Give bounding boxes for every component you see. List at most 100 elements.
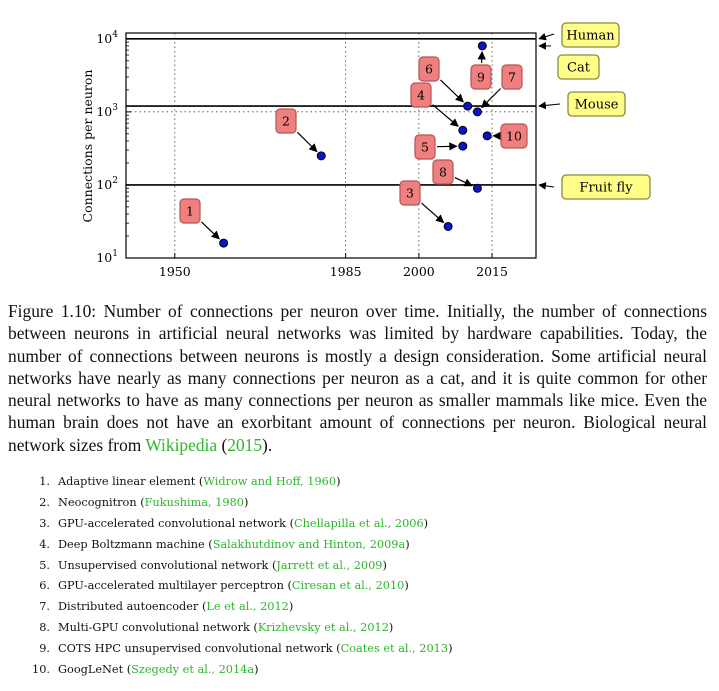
reference-citation[interactable]: Szegedy et al., 2014a	[131, 663, 255, 677]
annotation-label: Fruit fly	[579, 181, 633, 196]
annotation-arrow	[538, 182, 555, 190]
data-point-3	[443, 221, 453, 231]
reference-text: GoogLeNet	[58, 663, 124, 677]
reference-citation[interactable]: Salakhutdinov and Hinton, 2009a	[212, 537, 406, 551]
reference-cite-open: (	[271, 558, 277, 572]
reference-cite-close: )	[288, 600, 294, 614]
point-label-box-1	[179, 198, 201, 224]
data-point-10	[482, 131, 492, 141]
plot-frame	[125, 32, 537, 259]
reference-text: Distributed autoencoder	[58, 600, 199, 614]
annotation-label: Human	[566, 29, 615, 44]
reference-citation[interactable]: Widrow and Hoff, 1960	[203, 475, 337, 488]
point-arrows	[201, 51, 502, 240]
reference-text: Adaptive linear element	[58, 475, 196, 488]
figure-caption: Figure 1.10: Number of connections per n…	[8, 300, 707, 456]
point-arrow-1	[201, 221, 220, 240]
reference-cite-open: (	[336, 642, 341, 656]
reference-cite-open: (	[287, 579, 292, 593]
reference-cite-close: )	[336, 475, 341, 488]
caption-cite-open: (	[221, 434, 228, 455]
point-arrow-7	[481, 88, 502, 109]
y-tick-label: 102	[96, 176, 118, 192]
y-tick-label: 103	[96, 103, 118, 119]
reference-text: Multi-GPU convolutional network	[58, 621, 250, 635]
x-tick-label: 2000	[403, 264, 435, 279]
reference-number: 3.	[39, 516, 50, 530]
point-label-10: 10	[506, 129, 522, 144]
reference-citation[interactable]: Krizhevsky et al., 2012	[257, 621, 389, 635]
reference-cite-close: )	[405, 537, 410, 551]
reference-text: Unsupervised convolutional network	[58, 558, 269, 572]
reference-item: 2. Neocognitron (Fukushima, 1980)	[30, 493, 452, 514]
reference-citation[interactable]: Chellapilla et al., 2006	[294, 516, 424, 530]
reference-item: 10. GoogLeNet (Szegedy et al., 2014a)	[30, 660, 452, 681]
reference-item: 1. Adaptive linear element (Widrow and Ho…	[30, 472, 452, 493]
reference-item: 7. Distributed autoencoder (Le et al., 20…	[30, 597, 452, 618]
point-label-box-2	[275, 108, 297, 134]
reference-cite-open: (	[198, 475, 204, 488]
caption-cite-year[interactable]: 2015	[227, 434, 263, 455]
reference-number: 8.	[39, 621, 50, 635]
reference-number: 7.	[39, 600, 50, 614]
reference-citation[interactable]: Jarrett et al., 2009	[276, 558, 383, 572]
point-arrow-3	[421, 202, 445, 224]
y-axis-label: Connections per neuron	[80, 70, 95, 223]
reference-number: 5.	[39, 558, 50, 572]
data-point-5	[458, 141, 468, 151]
point-label-4: 4	[417, 88, 425, 103]
reference-text: GPU-accelerated multilayer perceptron	[58, 579, 284, 593]
reference-number: 10.	[32, 663, 50, 677]
point-label-5: 5	[421, 140, 429, 155]
reference-cite-close: )	[243, 495, 249, 509]
y-tick-label: 101	[96, 249, 118, 265]
point-label-3: 3	[406, 186, 414, 201]
annotation-label: Cat	[567, 61, 591, 76]
point-label-box-3	[399, 180, 421, 206]
reference-cite-close: )	[404, 579, 409, 593]
reference-number: 1.	[39, 475, 50, 488]
reference-number: 2.	[39, 495, 50, 509]
annotation-label: Mouse	[575, 98, 619, 113]
caption-text: Figure 1.10: Number of connections per n…	[8, 301, 707, 455]
point-labels: 1 2 3 4 5 6 7 8 9 10	[179, 56, 528, 224]
reference-citation[interactable]: Ciresan et al., 2010	[291, 579, 405, 593]
reference-cite-close: )	[254, 663, 259, 677]
reference-citation[interactable]: Le et al., 2012	[206, 600, 289, 614]
annotation-arrow	[538, 33, 555, 41]
reference-cite-open: (	[126, 663, 132, 677]
reference-cite-close: )	[423, 516, 429, 530]
reference-item: 3. GPU-accelerated convolutional network …	[30, 514, 452, 535]
point-label-box-4	[410, 82, 432, 108]
point-arrow-8	[454, 177, 473, 187]
reference-citation[interactable]: Fukushima, 1980	[144, 495, 244, 509]
reference-cite-open: (	[253, 621, 258, 635]
reference-cite-close: )	[382, 558, 387, 572]
caption-cite-name[interactable]: Wikipedia	[145, 434, 218, 455]
reference-citation[interactable]: Coates et al., 2013	[340, 642, 449, 656]
data-points	[219, 41, 492, 248]
reference-text: GPU-accelerated convolutional network	[58, 516, 286, 530]
reference-cite-close: )	[388, 621, 394, 635]
point-label-box-5	[414, 134, 436, 160]
annotation-box	[567, 91, 626, 117]
point-label-2: 2	[282, 114, 290, 129]
reference-cite-open: (	[140, 495, 145, 509]
x-tick-label: 1985	[330, 264, 362, 279]
annotation-arrow	[538, 101, 561, 110]
y-tick-label: 104	[96, 30, 118, 46]
species-annotations: Human Cat Mouse Fruit fly	[538, 22, 651, 200]
reference-item: 5. Unsupervised convolutional network (Ja…	[30, 556, 452, 577]
reference-item: 9. COTS HPC unsupervised convolutional ne…	[30, 639, 452, 660]
reference-number: 6.	[39, 579, 50, 593]
reference-text: Deep Boltzmann machine	[58, 537, 205, 551]
reference-text: COTS HPC unsupervised convolutional netw…	[58, 642, 333, 656]
data-point-8	[472, 183, 482, 193]
data-point-6	[463, 101, 473, 111]
reference-number: 9.	[39, 642, 50, 656]
reference-item: 8. Multi-GPU convolutional network (Krizh…	[30, 618, 452, 639]
data-point-2	[316, 151, 326, 161]
point-label-8: 8	[439, 165, 447, 180]
annotation-box	[561, 22, 620, 48]
